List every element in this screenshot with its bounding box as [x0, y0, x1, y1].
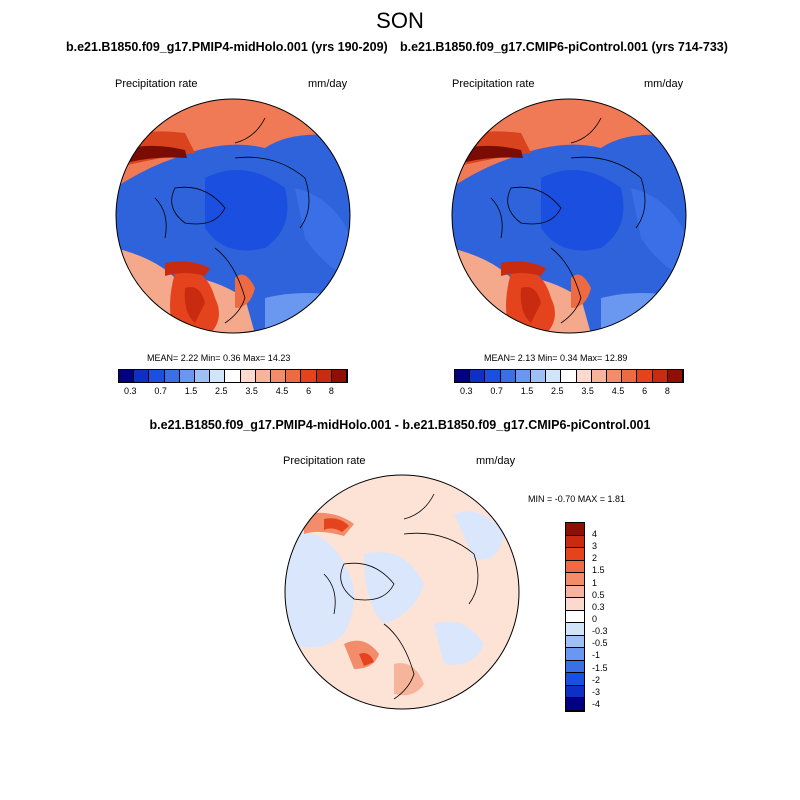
colorbar-tick-label: 1.5 [592, 565, 605, 576]
colorbar-swatch [566, 635, 584, 649]
colorbar-tick-label: 6 [642, 386, 648, 396]
colorbar-swatch [286, 370, 302, 382]
colorbar-swatch [566, 623, 584, 636]
colorbar-swatch [134, 370, 150, 382]
diff-colorbar-labels: 4 3 2 1.5 1 0.5 0.3 0 -0.3 -0.5 -1 -1.5 … [592, 529, 608, 709]
colorbar-swatch [271, 370, 287, 382]
colorbar-swatch [164, 370, 180, 382]
colorbar-swatch [149, 370, 165, 382]
colorbar-tick-label: 4.5 [275, 386, 289, 396]
colorbar-tick-label: 0.7 [154, 386, 167, 396]
colorbar-swatch [515, 370, 532, 382]
colorbar-tick-label: 4.5 [611, 386, 625, 396]
colorbar-tick-label: -1 [592, 650, 601, 661]
colorbar-swatch [566, 685, 584, 699]
colorbar-swatch [566, 660, 584, 674]
colorbar-tick-label: 4 [592, 529, 598, 539]
colorbar-swatch [301, 370, 317, 382]
colorbar-tick-label: -0.5 [592, 638, 608, 649]
panel-1-polar-map [115, 98, 351, 334]
panel-1-units-label: mm/day [308, 78, 348, 90]
colorbar-tick-label: -4 [592, 698, 601, 709]
panel-2-colorbar-labels: 0.3 0.7 1.5 2.5 3.5 4.5 6 8 [454, 386, 684, 396]
colorbar-swatch [500, 370, 516, 382]
colorbar-tick-label: 3.5 [245, 386, 258, 396]
colorbar-swatch [316, 370, 332, 382]
colorbar-tick-label: 2 [592, 553, 598, 564]
colorbar-swatch [566, 548, 584, 561]
colorbar-swatch [637, 370, 653, 382]
colorbar-swatch [566, 698, 584, 711]
colorbar-tick-label: 2.5 [551, 386, 564, 396]
panel-2-colorbar [454, 369, 684, 383]
colorbar-swatch [566, 573, 584, 586]
panel-2-stats: MEAN= 2.13 Min= 0.34 Max= 12.89 [484, 353, 628, 363]
colorbar-swatch [546, 370, 562, 382]
panel-1-title: b.e21.B1850.f09_g17.PMIP4-midHolo.001 (y… [66, 40, 388, 54]
colorbar-swatch [667, 370, 684, 382]
colorbar-swatch [566, 523, 584, 536]
colorbar-tick-label: -0.3 [592, 626, 608, 637]
colorbar-swatch [652, 370, 668, 382]
colorbar-swatch [240, 370, 256, 382]
colorbar-tick-label: -2 [592, 674, 601, 685]
colorbar-swatch [622, 370, 638, 382]
colorbar-tick-label: 3 [592, 541, 598, 552]
panel-2-polar-map [451, 98, 687, 334]
colorbar-tick-label: 3.5 [581, 386, 594, 396]
colorbar-swatch [179, 370, 196, 382]
colorbar-swatch [566, 673, 584, 686]
colorbar-tick-label: 1 [592, 577, 598, 588]
panel-1-stats: MEAN= 2.22 Min= 0.36 Max= 14.23 [147, 353, 291, 363]
panel-2-variable-label: Precipitation rate [452, 78, 535, 90]
colorbar-tick-label: 1.5 [184, 386, 198, 396]
colorbar-swatch [470, 370, 486, 382]
colorbar-tick-label: -1.5 [592, 662, 608, 673]
colorbar-tick-label: 1.5 [520, 386, 534, 396]
colorbar-swatch [531, 370, 547, 382]
colorbar-tick-label: -3 [592, 686, 601, 697]
panel-1-variable-label: Precipitation rate [115, 78, 198, 90]
colorbar-swatch [561, 370, 577, 382]
diff-panel-title: b.e21.B1850.f09_g17.PMIP4-midHolo.001 - … [149, 418, 651, 432]
panel-1-colorbar [118, 369, 348, 383]
diff-stats: MIN = -0.70 MAX = 1.81 [528, 494, 626, 504]
colorbar-swatch [566, 648, 584, 661]
colorbar-swatch [255, 370, 272, 382]
colorbar-tick-label: 2.5 [215, 386, 228, 396]
figure-title: SON [376, 8, 424, 33]
colorbar-tick-label: 0.7 [490, 386, 503, 396]
colorbar-swatch [566, 560, 584, 574]
colorbar-swatch [566, 598, 584, 611]
colorbar-swatch [591, 370, 608, 382]
colorbar-tick-label: 0.3 [460, 386, 473, 396]
diff-colorbar [565, 522, 585, 712]
colorbar-swatch [576, 370, 592, 382]
colorbar-swatch [455, 370, 471, 382]
panel-1-colorbar-labels: 0.3 0.7 1.5 2.5 3.5 4.5 6 8 [118, 386, 348, 396]
colorbar-tick-label: 0 [592, 613, 598, 624]
colorbar-swatch [566, 610, 584, 624]
colorbar-swatch [225, 370, 241, 382]
colorbar-tick-label: 0.3 [592, 601, 605, 612]
colorbar-swatch [195, 370, 211, 382]
panel-2-title: b.e21.B1850.f09_g17.CMIP6-piControl.001 … [400, 40, 728, 54]
colorbar-tick-label: 8 [664, 386, 670, 396]
colorbar-swatch [607, 370, 623, 382]
colorbar-swatch [331, 370, 348, 382]
diff-units-label: mm/day [476, 455, 516, 467]
colorbar-swatch [119, 370, 135, 382]
panel-2-units-label: mm/day [644, 78, 684, 90]
diff-variable-label: Precipitation rate [283, 455, 366, 467]
colorbar-swatch [566, 535, 584, 549]
colorbar-swatch [210, 370, 226, 382]
colorbar-tick-label: 6 [306, 386, 312, 396]
colorbar-tick-label: 0.5 [592, 589, 605, 600]
colorbar-tick-label: 0.3 [124, 386, 137, 396]
diff-polar-map [284, 474, 520, 710]
colorbar-tick-label: 8 [328, 386, 334, 396]
colorbar-swatch [566, 585, 584, 599]
colorbar-swatch [485, 370, 501, 382]
